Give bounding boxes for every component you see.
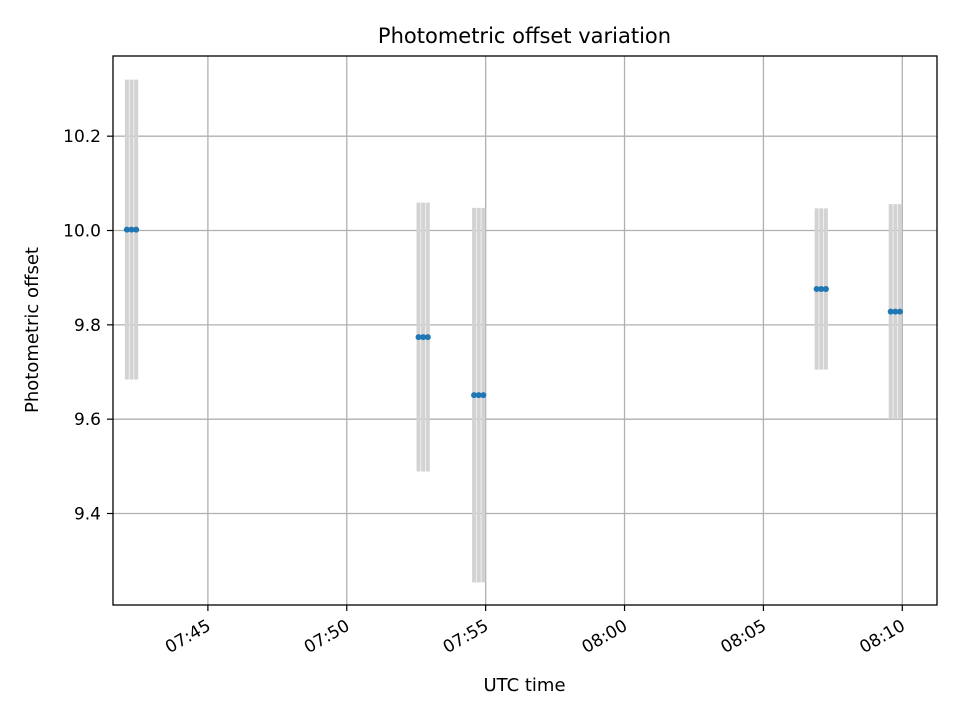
data-point bbox=[420, 334, 427, 341]
grid bbox=[113, 56, 937, 605]
data-point bbox=[887, 308, 894, 315]
data-point bbox=[822, 285, 829, 292]
data-point bbox=[896, 308, 903, 315]
x-tick-label: 07:50 bbox=[301, 616, 353, 658]
x-axis-ticks: 07:45 07:50 07:55 08:00 08:05 08:10 bbox=[162, 605, 909, 658]
data-point bbox=[892, 308, 899, 315]
plot-frame bbox=[112, 55, 938, 606]
chart-title: Photometric offset variation bbox=[378, 24, 671, 48]
y-tick-label: 9.8 bbox=[74, 316, 101, 336]
y-axis-ticks: 9.4 9.6 9.8 10.0 10.2 bbox=[63, 127, 113, 525]
error-bars bbox=[124, 79, 902, 583]
data-point bbox=[123, 226, 130, 233]
data-points bbox=[123, 226, 903, 399]
x-tick-label: 08:10 bbox=[856, 616, 908, 658]
data-point bbox=[128, 226, 135, 233]
x-tick-label: 08:00 bbox=[579, 616, 631, 658]
y-tick-label: 10.0 bbox=[63, 222, 101, 242]
y-tick-label: 9.6 bbox=[74, 410, 101, 430]
data-point bbox=[480, 392, 487, 399]
data-point bbox=[818, 285, 825, 292]
data-point bbox=[471, 392, 478, 399]
data-point bbox=[424, 334, 431, 341]
x-axis-label: UTC time bbox=[483, 675, 565, 696]
y-tick-label: 10.2 bbox=[63, 127, 101, 147]
data-point bbox=[475, 392, 482, 399]
data-point bbox=[813, 285, 820, 292]
data-point bbox=[133, 226, 140, 233]
x-tick-label: 07:45 bbox=[162, 616, 214, 658]
y-axis-label: Photometric offset bbox=[22, 247, 43, 413]
x-tick-label: 08:05 bbox=[717, 616, 769, 658]
y-tick-label: 9.4 bbox=[74, 505, 101, 525]
data-point bbox=[415, 334, 422, 341]
x-tick-label: 07:55 bbox=[440, 616, 492, 658]
